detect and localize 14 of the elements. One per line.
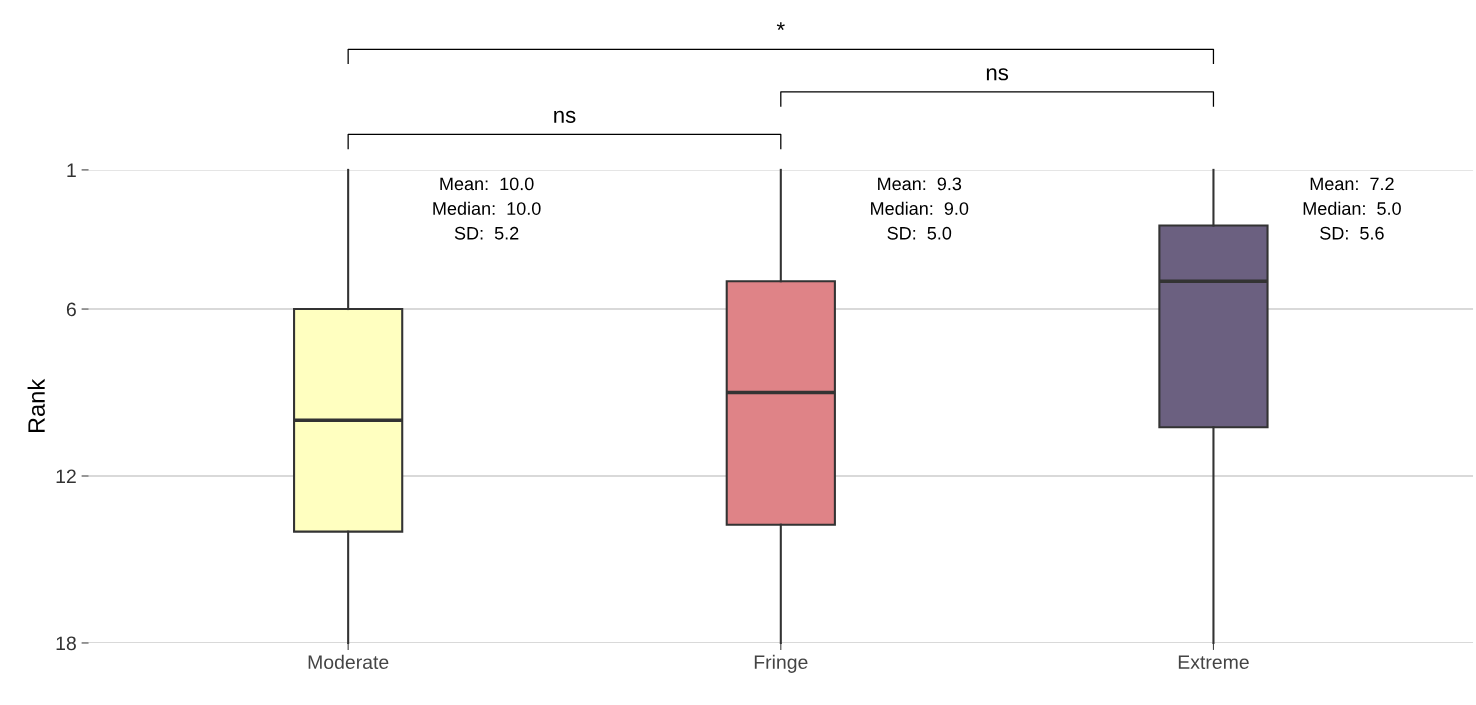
y-tick-label: 1 bbox=[67, 163, 76, 177]
text: * bbox=[776, 22, 785, 31]
y-tick-label: 6 bbox=[66, 302, 76, 317]
y-axis-title: Rank bbox=[27, 378, 45, 433]
x-tick-label: Moderate bbox=[308, 654, 389, 670]
y-tick-label: 18 bbox=[56, 636, 76, 651]
x-tick-label: Fringe bbox=[754, 654, 808, 673]
x-tick-label: Extreme bbox=[1178, 655, 1249, 670]
text: ns bbox=[986, 68, 1009, 81]
text: ns bbox=[554, 110, 576, 123]
annotation: Mean: 10.0 Median: 10.0 SD: 5.2 bbox=[433, 177, 541, 240]
annotation: Mean: 7.2 Median: 5.0 SD: 5.6 bbox=[1303, 177, 1401, 240]
y-tick-label: 12 bbox=[56, 469, 76, 484]
annotation: Mean: 9.3 Median: 9.0 SD: 5.0 bbox=[871, 177, 969, 240]
